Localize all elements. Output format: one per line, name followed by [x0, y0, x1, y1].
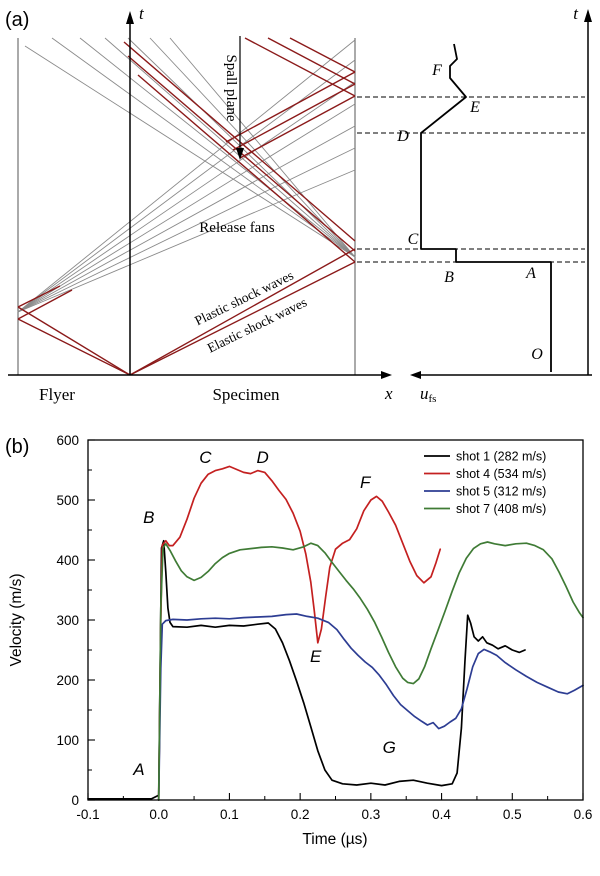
down-arrow-icon: [236, 148, 244, 160]
t-axis-label-right: t: [573, 4, 579, 23]
free-surface-velocity-profile: [420, 43, 552, 372]
annotations: A B C D E F G: [132, 448, 396, 779]
spall-reverberation: [267, 37, 356, 85]
panel-a-label: (a): [5, 9, 29, 31]
t-axis-label-center: t: [139, 4, 145, 23]
x-tick-label: -0.1: [76, 807, 99, 822]
profile-point-O: O: [531, 346, 543, 363]
x-axis-label: x: [384, 384, 393, 403]
legend-label-2: shot 4 (534 m/s): [456, 467, 546, 481]
axis-ticks: -0.1 0.0 0.1 0.2 0.3 0.4 0.5 0.6 0 100 200 300 400 50…: [56, 433, 592, 822]
profile-point-F: F: [431, 62, 442, 79]
panel-a-axes: [8, 9, 592, 379]
t-axis-right-arrow-icon: [584, 9, 592, 22]
annotation-G: G: [383, 738, 396, 757]
panel-b-velocity-chart: (b) Time (µs) Velocity (m/s) -0.1 0.0 0.1 0…: [5, 433, 592, 848]
profile-point-B: B: [444, 269, 454, 286]
x-tick-label: 0.5: [503, 807, 522, 822]
flyer-label: Flyer: [39, 385, 75, 404]
x-axis-arrow-icon: [381, 371, 392, 379]
spall-plane-marker: [236, 36, 244, 160]
x-tick-label: 0.4: [432, 807, 451, 822]
spall-reverberation: [289, 37, 356, 73]
profile-point-C: C: [408, 231, 419, 248]
spall-reverberation: [244, 37, 356, 97]
y-tick-label: 300: [56, 613, 79, 628]
profile-point-D: D: [396, 128, 409, 145]
panel-b-label: (b): [5, 436, 29, 458]
reflected-shock-stub: [17, 289, 73, 320]
spall-plane-label: Spall plane: [223, 54, 239, 121]
plastic-shock-right: [129, 248, 356, 376]
annotation-E: E: [310, 647, 322, 666]
x-tick-label: 0.0: [149, 807, 168, 822]
series-line-4: [157, 541, 584, 801]
elastic-shock-left: [17, 318, 131, 376]
legend-label-4: shot 7 (408 m/s): [456, 502, 546, 516]
x-axis-title: Time (µs): [302, 831, 367, 848]
dashed-time-lines: [357, 96, 585, 263]
x-tick-label: 0.3: [361, 807, 380, 822]
shock-wave-lines: [17, 37, 356, 376]
reflected-shock-stub: [17, 285, 61, 308]
x-tick-label: 0.1: [220, 807, 239, 822]
release-fan-right: [24, 37, 356, 258]
annotation-C: C: [199, 448, 212, 467]
y-tick-label: 0: [71, 793, 79, 808]
spall-reverberation: [232, 83, 356, 151]
x-tick-label: 0.2: [291, 807, 310, 822]
elastic-shock-right: [129, 261, 356, 376]
legend: shot 1 (282 m/s) shot 4 (534 m/s) shot 5 (…: [424, 450, 546, 516]
plastic-shock-left: [17, 306, 131, 376]
t-axis-arrow-icon: [126, 11, 134, 24]
annotation-D: D: [257, 448, 269, 467]
annotation-F: F: [360, 473, 372, 492]
annotation-B: B: [143, 508, 154, 527]
plot-frame-rect: [87, 439, 584, 801]
series-line-1: [87, 539, 526, 800]
ufs-axis-label: ufs: [420, 384, 436, 405]
y-tick-label: 400: [56, 553, 79, 568]
data-series: [87, 465, 584, 801]
y-tick-label: 500: [56, 493, 79, 508]
panel-a-xt-diagram: (a) t t x ufs Flyer Specimen Spall plane…: [5, 4, 592, 405]
legend-label-1: shot 1 (282 m/s): [456, 450, 546, 464]
spall-reverberation: [239, 95, 356, 159]
series-line-2: [157, 465, 442, 801]
annotation-A: A: [132, 760, 144, 779]
legend-label-3: shot 5 (312 m/s): [456, 485, 546, 499]
y-tick-label: 200: [56, 673, 79, 688]
plot-frame: [87, 439, 584, 801]
y-tick-label: 100: [56, 733, 79, 748]
specimen-label: Specimen: [212, 385, 280, 404]
reflected-wave: [137, 74, 356, 263]
x-tick-label: 0.6: [574, 807, 593, 822]
profile-point-E: E: [469, 99, 480, 116]
release-fans-label: Release fans: [199, 220, 275, 236]
series-line-3: [157, 613, 584, 801]
y-tick-label: 600: [56, 433, 79, 448]
release-fan-left: [17, 39, 356, 313]
spall-reverberation: [225, 71, 356, 143]
ufs-axis-arrow-icon: [410, 371, 421, 379]
y-axis-title: Velocity (m/s): [8, 573, 25, 666]
profile-point-A: A: [525, 265, 536, 282]
